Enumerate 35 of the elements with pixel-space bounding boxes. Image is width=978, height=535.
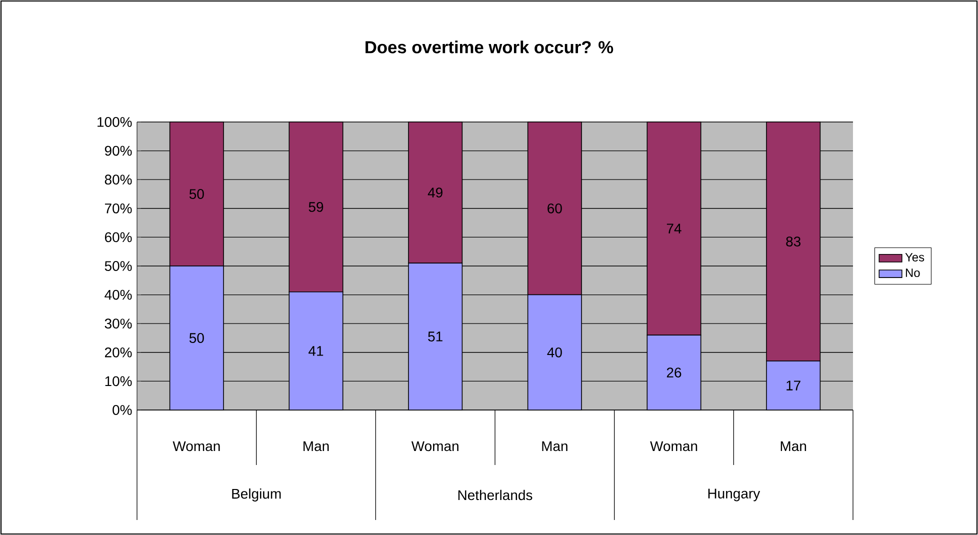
text: Hungary [708, 488, 760, 502]
y-tick-label: 60% [104, 232, 132, 242]
data-label: 60 [548, 203, 562, 214]
legend-label: No [906, 268, 920, 278]
data-label: 83 [786, 236, 800, 246]
data-label: 49 [428, 188, 442, 198]
data-label: 17 [786, 380, 800, 390]
x-tick-label: Woman [172, 441, 220, 452]
data-label: 50 [189, 333, 204, 343]
y-tick-label: 70% [104, 203, 132, 214]
text: Belgium [232, 488, 281, 502]
x-tick-label: Man [542, 441, 568, 452]
chart-title: Does overtime work occur? % [366, 40, 614, 54]
x-tick-label: Man [304, 441, 329, 452]
legend-label: Yes [905, 253, 924, 262]
x-tick-label: Man [780, 441, 806, 452]
text: Netherlands [458, 490, 532, 500]
data-label: 41 [308, 346, 324, 356]
y-tick-label: 0% [112, 405, 132, 415]
data-label: 59 [308, 202, 324, 212]
y-tick-label: 10% [105, 376, 132, 386]
data-label: 74 [666, 224, 682, 234]
y-tick-label: 30% [104, 318, 132, 329]
y-tick-label: 90% [104, 146, 132, 156]
y-tick-label: 40% [104, 290, 132, 300]
data-label: 50 [189, 189, 204, 199]
x-tick-label: Woman [411, 441, 458, 452]
data-label: 40 [547, 347, 562, 358]
data-label: 51 [428, 332, 442, 342]
y-tick-label: 20% [104, 347, 132, 358]
data-label: 26 [666, 368, 682, 378]
x-tick-label: Woman [650, 441, 698, 452]
y-tick-label: 100% [98, 117, 132, 127]
y-tick-label: 50% [104, 261, 132, 271]
y-tick-label: 80% [104, 174, 132, 185]
